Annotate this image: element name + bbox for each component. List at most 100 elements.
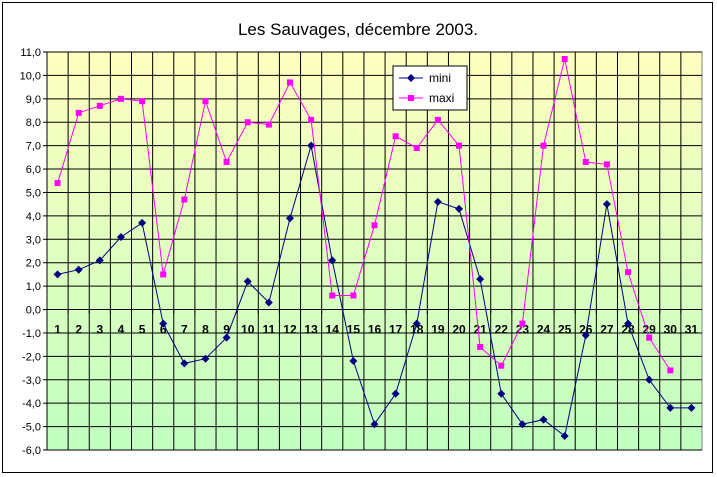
chart-title: Les Sauvages, décembre 2003. [238, 20, 478, 39]
data-point-mini [243, 277, 252, 286]
x-tick-label: 15 [347, 323, 361, 337]
data-point-maxi [498, 362, 505, 369]
y-tick-label: -1,0 [22, 328, 41, 340]
y-tick-label: -2,0 [22, 351, 41, 363]
data-point-mini [307, 141, 316, 150]
data-point-mini [264, 298, 273, 307]
x-tick-label: 4 [118, 323, 125, 337]
y-tick-label: 0,0 [26, 305, 41, 317]
data-point-mini [581, 331, 590, 340]
data-point-maxi [540, 142, 547, 149]
data-point-maxi [519, 320, 526, 327]
data-point-mini [95, 256, 104, 265]
data-point-maxi [434, 116, 441, 123]
data-point-maxi [667, 367, 674, 374]
x-tick-label: 26 [579, 323, 593, 337]
axes [43, 51, 702, 451]
data-point-maxi [202, 98, 209, 105]
series-line-maxi [57, 58, 671, 371]
legend-maxi-marker [408, 95, 414, 101]
data-point-maxi [603, 161, 610, 168]
data-point-maxi [160, 271, 167, 278]
data-point-mini [53, 270, 62, 279]
data-point-mini [602, 200, 611, 209]
x-tick-label: 9 [223, 323, 230, 337]
x-tick-label: 21 [473, 323, 487, 337]
x-tick-label: 16 [368, 323, 382, 337]
y-tick-label: 2,0 [26, 258, 41, 270]
legend-mini-marker [407, 74, 415, 82]
y-tick-label: 7,0 [26, 141, 41, 153]
data-point-mini [666, 403, 675, 412]
y-tick-label: 4,0 [26, 211, 41, 223]
legend: mini maxi [392, 65, 468, 111]
legend-mini-label: mini [429, 71, 451, 85]
data-point-mini [180, 359, 189, 368]
x-tick-label: 31 [685, 323, 699, 337]
data-point-maxi [625, 269, 632, 276]
x-tick-label: 8 [202, 323, 209, 337]
x-tick-label: 3 [96, 323, 103, 337]
x-tick-label: 24 [537, 323, 551, 337]
data-point-mini [201, 354, 210, 363]
x-tick-label: 14 [326, 323, 340, 337]
y-tick-label: 3,0 [26, 234, 41, 246]
data-point-mini [116, 232, 125, 241]
legend-box [392, 65, 468, 111]
x-tick-label: 27 [600, 323, 614, 337]
y-tick-label: 9,0 [26, 94, 41, 106]
data-point-mini [455, 204, 464, 213]
data-point-maxi [561, 56, 568, 63]
chart-frame: Les Sauvages, décembre 2003. 11,0 1 0,0 9,0… [2, 2, 713, 473]
y-tick-label: 6,0 [26, 164, 41, 176]
legend-maxi-label: maxi [429, 91, 454, 105]
x-tick-label: 5 [139, 323, 146, 337]
x-tick-label: 6 [160, 323, 167, 337]
x-tick-label: 13 [304, 323, 318, 337]
y-tick-label: -4,0 [22, 398, 41, 410]
data-point-maxi [181, 196, 188, 203]
data-point-mini [138, 218, 147, 227]
x-tick-label: 7 [181, 323, 188, 337]
data-point-maxi [646, 334, 653, 341]
data-point-maxi [117, 95, 124, 102]
data-point-mini [412, 319, 421, 328]
data-point-maxi [350, 292, 357, 299]
plot-area [46, 51, 703, 451]
data-point-maxi [75, 109, 82, 116]
y-tick-label: 8,0 [26, 117, 41, 129]
x-tick-label: 25 [558, 323, 572, 337]
series-layer [53, 56, 696, 440]
data-point-mini [391, 389, 400, 398]
x-tick-label: 22 [495, 323, 509, 337]
x-tick-label: 19 [431, 323, 445, 337]
y-tick-label: 11,0 [20, 47, 41, 59]
data-point-mini [497, 389, 506, 398]
data-point-maxi [392, 133, 399, 140]
data-point-maxi [413, 144, 420, 151]
data-point-mini [687, 403, 696, 412]
x-tick-label: 17 [389, 323, 403, 337]
data-point-maxi [54, 180, 61, 187]
data-point-mini [285, 214, 294, 223]
x-tick-label: 10 [241, 323, 255, 337]
data-point-mini [159, 319, 168, 328]
data-point-maxi [139, 98, 146, 105]
data-point-maxi [456, 142, 463, 149]
data-point-mini [539, 415, 548, 424]
data-point-mini [476, 275, 485, 284]
x-tick-label: 2 [75, 323, 82, 337]
data-point-mini [349, 357, 358, 366]
data-point-mini [74, 265, 83, 274]
data-point-maxi [244, 119, 251, 126]
data-point-maxi [96, 102, 103, 109]
x-tick-label: 1 [54, 323, 61, 337]
data-point-mini [370, 420, 379, 429]
data-point-mini [560, 431, 569, 440]
data-point-mini [328, 256, 337, 265]
y-tick-labels: 11,0 10,0 9,0 8,0 7,0 6,0 5,0 4,0 3,0 2,0 1,0 0,0 -1… [20, 47, 41, 457]
data-point-mini [518, 420, 527, 429]
data-point-maxi [308, 116, 315, 123]
data-point-mini [222, 333, 231, 342]
data-point-maxi [265, 121, 272, 128]
